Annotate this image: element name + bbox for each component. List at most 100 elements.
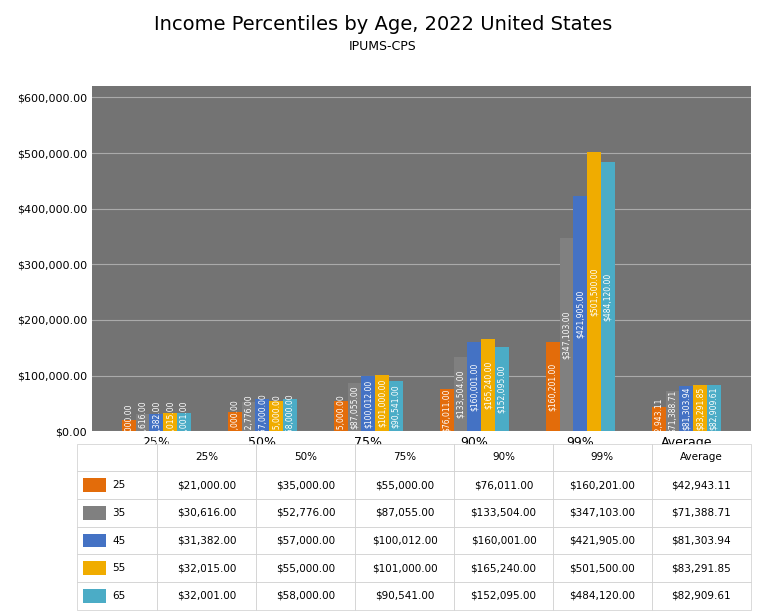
FancyBboxPatch shape (454, 444, 553, 471)
FancyBboxPatch shape (652, 554, 751, 582)
Text: $31,382.00: $31,382.00 (177, 535, 237, 546)
Bar (666, 392, 679, 431)
Text: 99%: 99% (591, 452, 614, 463)
FancyBboxPatch shape (83, 589, 106, 603)
Bar (707, 385, 721, 431)
FancyBboxPatch shape (77, 527, 158, 554)
Text: $83,291.85: $83,291.85 (696, 386, 705, 429)
FancyBboxPatch shape (257, 527, 355, 554)
Text: $30,616.00: $30,616.00 (177, 508, 237, 518)
FancyBboxPatch shape (454, 499, 553, 527)
Bar (375, 375, 389, 431)
Bar (334, 400, 348, 431)
Text: $32,015.00: $32,015.00 (177, 563, 237, 573)
Bar (693, 385, 707, 431)
Text: $165,240.00: $165,240.00 (470, 563, 536, 573)
Text: 75%: 75% (393, 452, 416, 463)
Bar (495, 347, 509, 431)
Text: $52,776.00: $52,776.00 (276, 508, 336, 518)
Text: IPUMS-CPS: IPUMS-CPS (349, 40, 417, 53)
Bar (177, 413, 191, 431)
Text: $421,905.00: $421,905.00 (569, 535, 635, 546)
FancyBboxPatch shape (553, 582, 652, 610)
Text: $21,000.00: $21,000.00 (178, 480, 237, 490)
FancyBboxPatch shape (652, 499, 751, 527)
FancyBboxPatch shape (454, 554, 553, 582)
FancyBboxPatch shape (553, 444, 652, 471)
FancyBboxPatch shape (257, 499, 355, 527)
FancyBboxPatch shape (553, 471, 652, 499)
Bar (481, 339, 495, 431)
Bar (228, 411, 241, 431)
Text: $57,000.00: $57,000.00 (258, 394, 267, 437)
FancyBboxPatch shape (553, 527, 652, 554)
FancyBboxPatch shape (355, 444, 454, 471)
Bar (122, 419, 136, 431)
FancyBboxPatch shape (77, 471, 158, 499)
Text: $81,303.94: $81,303.94 (682, 387, 691, 431)
FancyBboxPatch shape (652, 582, 751, 610)
Text: $31,382.00: $31,382.00 (152, 401, 161, 444)
Bar (588, 152, 601, 431)
Bar (467, 342, 481, 431)
Text: $347,103.00: $347,103.00 (562, 310, 571, 359)
Bar (163, 413, 177, 431)
Text: $71,388.71: $71,388.71 (668, 390, 677, 433)
FancyBboxPatch shape (77, 499, 158, 527)
Text: $30,616.00: $30,616.00 (138, 401, 147, 445)
FancyBboxPatch shape (158, 444, 257, 471)
FancyBboxPatch shape (652, 444, 751, 471)
FancyBboxPatch shape (454, 582, 553, 610)
Bar (652, 407, 666, 431)
FancyBboxPatch shape (77, 444, 158, 471)
Bar (679, 386, 693, 431)
FancyBboxPatch shape (355, 527, 454, 554)
FancyBboxPatch shape (257, 471, 355, 499)
Text: $90,541.00: $90,541.00 (391, 384, 401, 428)
Text: Income Percentiles by Age, 2022 United States: Income Percentiles by Age, 2022 United S… (154, 15, 612, 34)
Text: 25: 25 (113, 480, 126, 490)
Text: $347,103.00: $347,103.00 (569, 508, 635, 518)
Bar (574, 197, 588, 431)
Text: $82,909.61: $82,909.61 (672, 591, 731, 601)
FancyBboxPatch shape (83, 506, 106, 520)
Text: $101,000.00: $101,000.00 (378, 379, 387, 428)
Text: $101,000.00: $101,000.00 (372, 563, 437, 573)
Bar (601, 162, 615, 431)
Text: $76,011.00: $76,011.00 (442, 388, 451, 432)
Text: 55: 55 (113, 563, 126, 573)
Bar (389, 381, 403, 431)
Bar (362, 376, 375, 431)
Text: $87,055.00: $87,055.00 (375, 508, 434, 518)
Bar (283, 399, 296, 431)
Text: $421,905.00: $421,905.00 (576, 290, 584, 338)
FancyBboxPatch shape (83, 478, 106, 492)
Text: $90,541.00: $90,541.00 (375, 591, 434, 601)
Text: 35: 35 (113, 508, 126, 518)
Text: $484,120.00: $484,120.00 (569, 591, 635, 601)
Text: $21,000.00: $21,000.00 (124, 403, 133, 447)
Text: $83,291.85: $83,291.85 (671, 563, 731, 573)
Text: $76,011.00: $76,011.00 (474, 480, 533, 490)
Text: $55,000.00: $55,000.00 (375, 480, 434, 490)
Bar (269, 400, 283, 431)
FancyBboxPatch shape (355, 471, 454, 499)
Bar (546, 342, 560, 431)
Text: $100,012.00: $100,012.00 (372, 535, 437, 546)
Text: $32,001.00: $32,001.00 (179, 400, 188, 444)
Text: $35,000.00: $35,000.00 (277, 480, 336, 490)
Text: 90%: 90% (492, 452, 515, 463)
FancyBboxPatch shape (257, 444, 355, 471)
Text: $71,388.71: $71,388.71 (671, 508, 731, 518)
Bar (255, 400, 269, 431)
Text: $55,000.00: $55,000.00 (272, 394, 280, 438)
Text: $165,240.00: $165,240.00 (483, 361, 493, 410)
Text: $58,000.00: $58,000.00 (286, 393, 294, 437)
FancyBboxPatch shape (553, 499, 652, 527)
Text: $81,303.94: $81,303.94 (672, 535, 731, 546)
Text: 50%: 50% (294, 452, 317, 463)
FancyBboxPatch shape (355, 499, 454, 527)
FancyBboxPatch shape (257, 554, 355, 582)
Bar (453, 357, 467, 431)
Text: $32,015.00: $32,015.00 (165, 400, 175, 444)
